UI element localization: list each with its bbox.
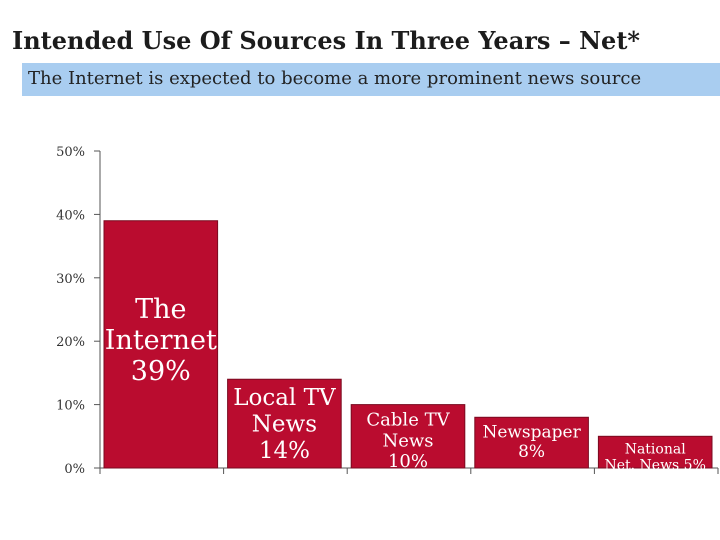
bar-label: 14%: [259, 438, 310, 464]
bar: [103, 220, 219, 469]
bar-label: News: [382, 430, 433, 451]
chart-subtitle: The Internet is expected to become a mor…: [22, 63, 720, 96]
bar-label: News: [252, 412, 317, 438]
bar-label: National: [625, 441, 686, 457]
y-tick-label: 10%: [56, 399, 85, 414]
y-tick-label: 20%: [56, 335, 85, 350]
chart-title: Intended Use Of Sources In Three Years –…: [12, 26, 640, 55]
bar-label: 39%: [131, 356, 191, 387]
bar-label: Local TV: [233, 385, 336, 411]
bar-label: Net. News 5%: [604, 457, 705, 473]
bar-label: Cable TV: [366, 410, 450, 431]
bar: [597, 435, 713, 469]
bar-label: Newspaper: [482, 422, 581, 442]
bar-label: 8%: [518, 442, 545, 462]
y-tick-label: 30%: [56, 272, 85, 287]
y-tick-label: 50%: [56, 145, 85, 160]
y-tick-label: 0%: [64, 462, 85, 477]
bar: [227, 378, 342, 469]
bar-label: Internet: [105, 325, 217, 356]
chart-axes: 0% 10% 20% 30% 40% 50%: [56, 145, 719, 477]
bar-label: 10%: [388, 451, 428, 472]
bar: [474, 416, 589, 469]
bar-label: The: [135, 294, 186, 325]
bar: [350, 404, 466, 469]
y-tick-label: 40%: [56, 208, 85, 223]
